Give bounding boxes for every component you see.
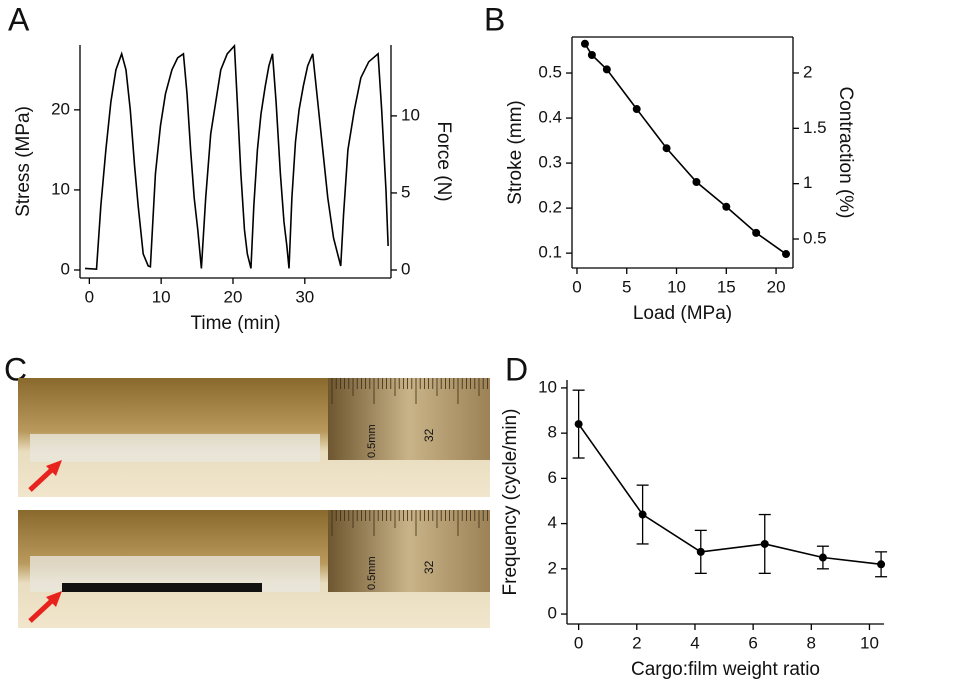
data-line	[584, 43, 787, 255]
x-tick-label: 5	[622, 277, 631, 296]
ruler-text: 32	[422, 560, 436, 574]
y2-tick-label: 5	[401, 182, 410, 201]
data-point	[574, 420, 583, 429]
y-tick-label: 6	[548, 468, 557, 487]
panel-letter: B	[484, 1, 505, 37]
y-tick-label: 10	[51, 179, 70, 198]
data-point	[638, 510, 647, 519]
x-tick-label: 0	[85, 287, 94, 306]
y-tick-label: 10	[538, 377, 557, 396]
y-tick-label: 0.4	[538, 108, 562, 127]
ruler-text: 0.5mm	[366, 556, 378, 590]
ruler-text: 32	[422, 428, 436, 442]
x-tick-label: 15	[717, 277, 736, 296]
y-tick-label: 0.5	[538, 63, 562, 82]
data-point	[877, 560, 886, 569]
data-point	[692, 177, 701, 186]
x-tick-label: 20	[767, 277, 786, 296]
x-tick-label: 8	[807, 633, 816, 652]
y2-tick-label: 1	[803, 173, 812, 192]
x-tick-label: 0	[574, 633, 583, 652]
data-point	[760, 539, 769, 548]
y-tick-label: 0.3	[538, 153, 562, 172]
x-tick-label: 20	[224, 287, 243, 306]
y2-tick-label: 10	[401, 105, 420, 124]
data-point	[632, 105, 641, 114]
x-tick-label: 10	[152, 287, 171, 306]
data-point	[696, 547, 705, 556]
data-point	[722, 202, 731, 211]
x-axis-label: Time (min)	[190, 313, 280, 334]
panel-letter: A	[8, 1, 30, 37]
y-tick-label: 0.1	[538, 243, 562, 262]
x-axis-label: Load (MPa)	[633, 303, 732, 324]
data-point	[752, 228, 761, 237]
y2-tick-label: 0	[401, 259, 410, 278]
y-tick-label: 0.2	[538, 198, 562, 217]
y-tick-label: 8	[548, 423, 557, 442]
y-tick-label: 20	[51, 99, 70, 118]
x-tick-label: 30	[295, 287, 314, 306]
y-axis-label: Stroke (mm)	[505, 100, 526, 205]
x-tick-label: 10	[860, 633, 879, 652]
photo: 0.5mm 32	[18, 510, 490, 628]
y-axis-label: Frequency (cycle/min)	[500, 409, 521, 596]
data-point	[782, 250, 791, 259]
y-tick-label: 0	[61, 259, 70, 278]
data-point	[662, 144, 671, 153]
y2-tick-label: 2	[803, 62, 812, 81]
y2-tick-label: 1.5	[803, 118, 827, 137]
x-tick-label: 4	[690, 633, 699, 652]
x-tick-label: 6	[748, 633, 757, 652]
y-tick-label: 2	[548, 558, 557, 577]
data-point	[580, 39, 589, 48]
x-tick-label: 0	[572, 277, 581, 296]
x-axis-label: Cargo:film weight ratio	[631, 659, 820, 680]
y-tick-label: 0	[548, 604, 557, 623]
y2-axis-label: Contraction (%)	[835, 87, 856, 219]
data-point	[602, 65, 611, 74]
data-point	[818, 553, 827, 562]
y-tick-label: 4	[548, 513, 557, 532]
ruler-text: 0.5mm	[366, 424, 378, 458]
data-line	[84, 43, 389, 271]
y-axis-label: Stress (MPa)	[13, 106, 34, 217]
panel-letter: D	[505, 351, 528, 387]
photo: 0.5mm 32	[18, 378, 490, 497]
data-point	[587, 51, 596, 60]
x-tick-label: 10	[667, 277, 686, 296]
x-tick-label: 2	[632, 633, 641, 652]
data-line	[577, 423, 882, 566]
y2-tick-label: 0.5	[803, 228, 827, 247]
y2-axis-label: Force (N)	[433, 121, 454, 201]
